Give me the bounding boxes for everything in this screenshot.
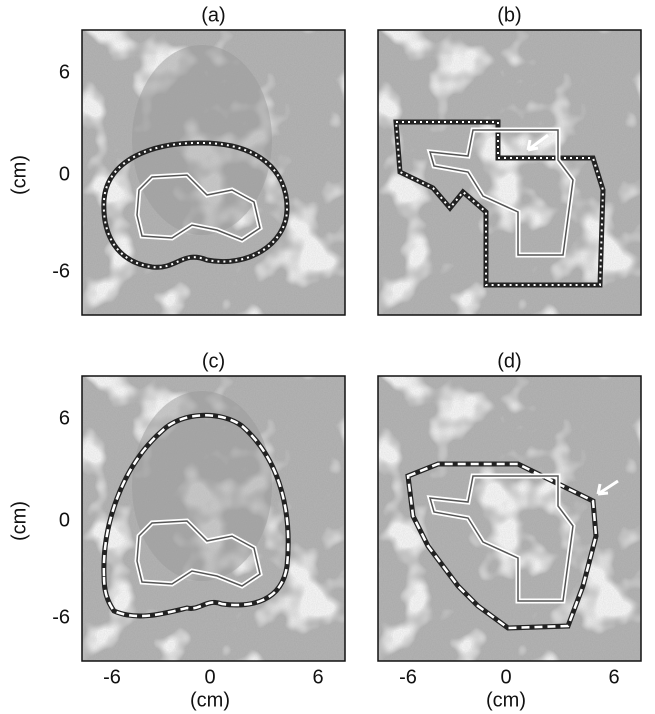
figure: (a) (b) (c) (d) 6 0 -6 (cm) 6 0 -6 (cm) -6 0 6 (cm) -6 0 6… xyxy=(0,0,655,714)
panel-label: (d) xyxy=(497,350,521,372)
x-tick-label: 6 xyxy=(312,666,323,688)
x-axis-label: (cm) xyxy=(486,689,526,711)
y-axis-label: (cm) xyxy=(8,501,30,541)
y-tick-label: 0 xyxy=(59,163,70,185)
x-tick-label: -6 xyxy=(103,666,121,688)
y-tick-label: -6 xyxy=(52,260,70,282)
x-tick-label: 6 xyxy=(608,666,619,688)
x-axis-label: (cm) xyxy=(190,689,230,711)
panel-image xyxy=(378,30,641,315)
x-tick-label: -6 xyxy=(399,666,417,688)
panel-image xyxy=(378,376,641,661)
panel-image xyxy=(82,30,345,315)
panel-label: (c) xyxy=(202,350,225,372)
y-tick-label: 6 xyxy=(59,407,70,429)
y-tick-label: 0 xyxy=(59,509,70,531)
page: (a) (b) (c) (d) 6 0 -6 (cm) 6 0 -6 (cm) -6 0 6 (cm) -6 0 6… xyxy=(0,0,655,714)
x-tick-label: 0 xyxy=(204,666,215,688)
panel-label: (a) xyxy=(201,4,225,26)
y-tick-label: 6 xyxy=(59,61,70,83)
panel-label: (b) xyxy=(497,4,521,26)
panel-image xyxy=(82,376,345,661)
y-tick-label: -6 xyxy=(52,606,70,628)
y-axis-label: (cm) xyxy=(8,155,30,195)
x-tick-label: 0 xyxy=(500,666,511,688)
